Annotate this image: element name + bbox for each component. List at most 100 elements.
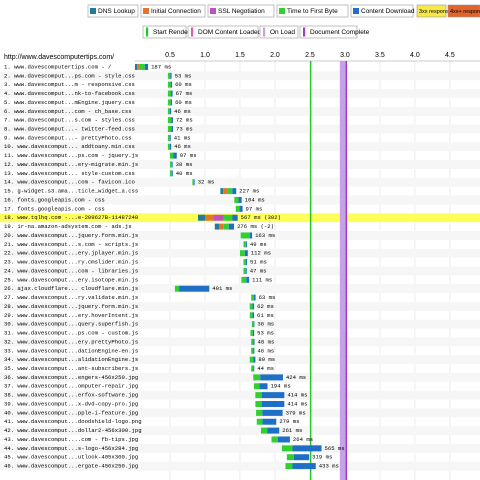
legend-swatch	[143, 8, 149, 14]
timing-segment	[281, 445, 293, 452]
timing-segment	[139, 63, 145, 70]
timing-segment	[239, 250, 245, 257]
timing-segment	[170, 72, 172, 79]
request-time: 424 ms	[286, 374, 306, 381]
request-time: 319 ms	[312, 454, 332, 461]
timing-segment	[253, 338, 255, 345]
row-label: 17. fonts.googleapis.com - css	[4, 205, 105, 212]
request-time: 49 ms	[250, 241, 267, 248]
request-time: 111 ms	[252, 276, 272, 283]
timing-segment	[261, 400, 285, 407]
timing-segment	[171, 117, 173, 124]
timing-segment	[250, 330, 253, 337]
timing-segment	[245, 259, 248, 266]
request-time: 72 ms	[176, 117, 193, 124]
timing-segment	[235, 205, 240, 212]
timing-segment	[240, 232, 250, 239]
row-stripe	[0, 284, 480, 294]
timing-segment	[251, 365, 254, 372]
timing-segment	[239, 205, 243, 212]
request-time: 433 ms	[319, 463, 339, 470]
timing-segment	[238, 196, 242, 203]
row-label: 5. www.davescomput...mEngine.jquery.css	[4, 99, 135, 106]
row-stripe	[0, 71, 480, 81]
request-time: 104 ms	[245, 196, 265, 203]
timing-segment	[251, 321, 254, 328]
request-time: 53 ms	[257, 330, 274, 337]
row-stripe	[0, 231, 480, 240]
row-label: 10. www.davescomput... addtoany.min.css	[4, 143, 135, 150]
request-time: 36 ms	[257, 321, 274, 328]
row-label: 20. www.davescomput...jquery.form.min.js	[4, 232, 138, 239]
timing-segment	[253, 347, 255, 354]
row-label: 42. www.davescomput...dollar2-456x300.jp…	[4, 427, 142, 434]
request-time: 187 ms	[151, 63, 171, 70]
request-time: 32 ms	[198, 179, 215, 186]
timing-segment	[232, 214, 238, 221]
request-time: 48 ms	[258, 338, 275, 345]
request-time: 46 ms	[257, 347, 274, 354]
timing-segment	[271, 436, 278, 443]
row-label: 28. www.davescomput...jquery.form.min.js	[4, 303, 138, 310]
timing-segment	[167, 126, 172, 133]
request-time: 491 ms	[212, 285, 232, 292]
legend-label: DOM Content Loaded	[198, 29, 262, 36]
legend-swatch	[90, 8, 96, 14]
timing-segment	[260, 374, 283, 381]
legend-label: 3xx response	[419, 9, 452, 15]
row-label: 39. www.davescomput...x-dvd-copy-pro.jpg	[4, 400, 138, 407]
legend-item	[276, 4, 349, 18]
timing-segment	[171, 126, 173, 133]
timing-segment	[249, 312, 253, 319]
row-label: 45. www.davescomput...utlook-405x300.jpg	[4, 454, 138, 461]
timing-segment	[245, 241, 247, 248]
request-time: 46 ms	[174, 108, 191, 115]
x-tick-label: 1.0	[200, 52, 210, 59]
request-time: 414 ms	[287, 392, 307, 399]
timing-segment	[244, 250, 248, 257]
x-tick-label: 1.5	[235, 52, 245, 59]
row-label: 34. www.davescomput...alidationEngine.js	[4, 356, 138, 363]
request-time: 67 ms	[176, 90, 193, 97]
timing-segment	[218, 223, 224, 230]
timing-segment	[214, 223, 219, 230]
request-time: 41 ms	[174, 134, 191, 141]
x-tick-label: 2.5	[305, 52, 315, 59]
timing-segment	[251, 338, 254, 345]
timing-segment	[169, 134, 171, 141]
row-label: 26. ajax.cloudflare... cloudflare.min.js	[4, 285, 138, 292]
row-label: 25. www.davescomput...ery.isotope.min.js	[4, 276, 138, 283]
timing-segment	[251, 347, 254, 354]
timing-segment	[169, 108, 172, 115]
request-time: 53 ms	[175, 72, 192, 79]
row-label: 2. www.davescomput...ps.com - style.css	[4, 72, 135, 79]
row-label: 13. www.davescomput... style-custom.css	[4, 170, 135, 177]
row-label: 8. www.davescomput...- twitter-feed.css	[4, 126, 135, 133]
legend-swatch	[447, 4, 480, 18]
row-stripe	[0, 443, 480, 453]
request-time: 276 ms (-2)	[237, 223, 274, 230]
row-label: 9. www.davescomput...- prettyPhoto.css	[4, 134, 132, 141]
legend-swatch	[263, 27, 266, 37]
legend-swatch	[146, 27, 149, 37]
row-stripe	[0, 89, 480, 98]
timing-segment	[193, 179, 195, 186]
legend-swatch	[210, 8, 216, 14]
request-time: 163 ms	[255, 232, 275, 239]
row-label: 18. www.tqlhq.com -...e-209627B-11487248	[4, 214, 138, 221]
row-stripe	[0, 355, 480, 365]
x-tick-label: 3.5	[375, 52, 385, 59]
timing-segment	[171, 90, 173, 97]
event-marker	[345, 61, 348, 480]
row-label: 23. www.davescomput...ry.cmslider.min.js	[4, 259, 138, 266]
timing-segment	[167, 72, 171, 79]
row-stripe	[0, 177, 480, 187]
x-tick-label: 4.5	[445, 52, 455, 59]
row-highlight	[0, 213, 480, 223]
timing-segment	[167, 117, 172, 124]
page-url: http://www.davescomputertips.com/	[4, 54, 114, 61]
timing-segment	[253, 321, 255, 328]
timing-segment	[192, 179, 194, 186]
timing-segment	[253, 383, 260, 390]
